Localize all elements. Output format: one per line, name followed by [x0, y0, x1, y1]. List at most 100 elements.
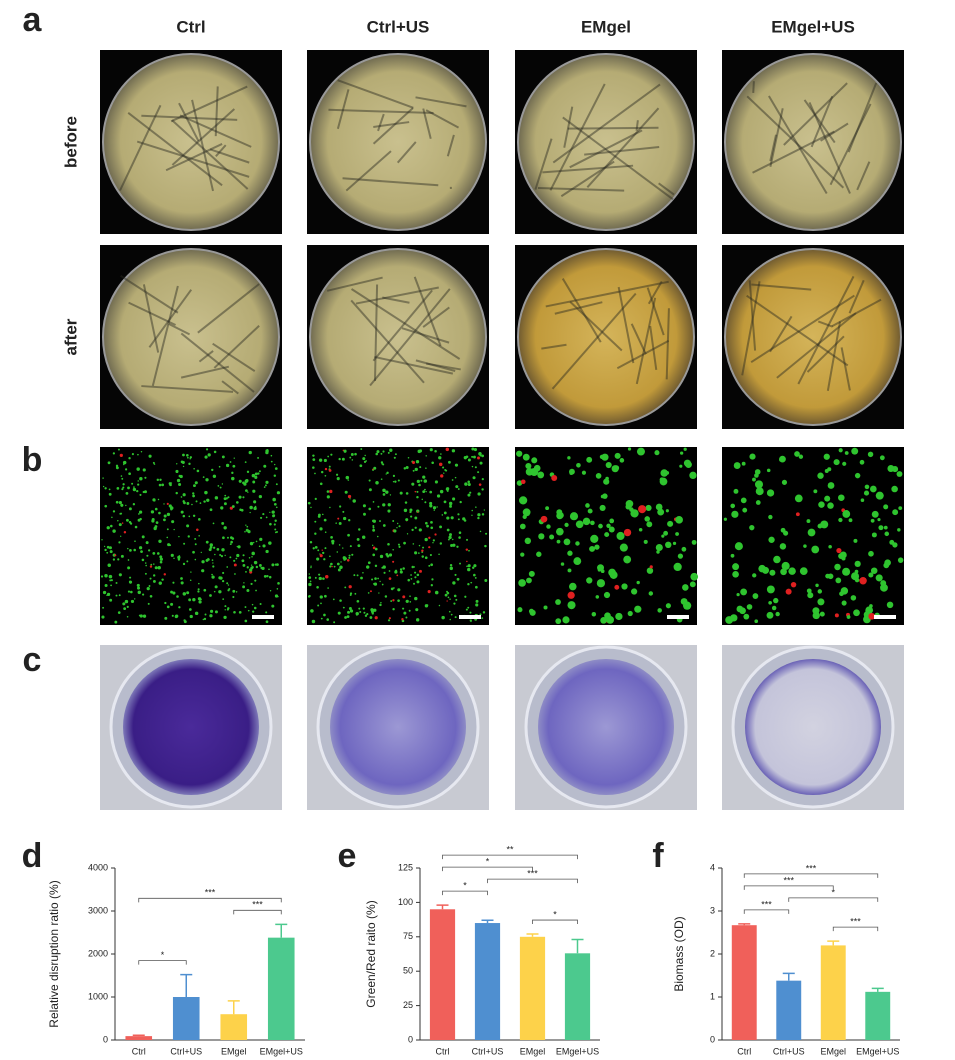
significance-label: * [486, 857, 490, 867]
cell-dot [364, 454, 366, 457]
cell-dot [471, 447, 475, 451]
cell-dot [192, 598, 196, 602]
cell-dot [159, 560, 163, 564]
streak [180, 332, 255, 393]
cell-dot [106, 551, 109, 554]
cell-dot [335, 522, 337, 524]
streak [142, 284, 160, 353]
cell-dot [390, 587, 394, 591]
y-tick-label: 0 [710, 1034, 715, 1044]
cell-dot [265, 549, 269, 554]
error-bar [132, 1034, 145, 1037]
cell-dot [318, 513, 321, 517]
cell-dot [205, 540, 209, 544]
cell-dot [454, 476, 457, 479]
cell-dot [186, 524, 190, 528]
cell-dot [838, 448, 843, 453]
cell-dot [599, 504, 606, 511]
cell-dot [223, 526, 227, 530]
cell-dot [854, 472, 861, 479]
cell-dot [159, 557, 163, 561]
cell-dot [414, 490, 417, 493]
cell-dot [368, 479, 371, 482]
cell-dot [473, 564, 477, 568]
cell-dot [473, 447, 478, 452]
cell-dot [859, 577, 867, 585]
cell-dot [168, 482, 172, 485]
cell-dot [342, 510, 345, 513]
streak [630, 323, 647, 355]
streak [337, 79, 414, 109]
streak [769, 108, 784, 167]
cell-dot [352, 499, 356, 503]
y-tick-label: 125 [398, 862, 413, 872]
cell-dot [157, 552, 160, 555]
cell-dot [411, 528, 414, 532]
cell-dot [236, 553, 240, 558]
cell-dot [251, 603, 254, 606]
cell-dot [382, 503, 386, 507]
cell-dot [152, 552, 156, 555]
cell-dot [100, 575, 104, 578]
cell-dot [648, 591, 654, 596]
cell-dot [473, 573, 476, 577]
cell-dot [349, 498, 351, 500]
significance-bracket [788, 897, 879, 902]
cell-dot [397, 543, 400, 546]
streak [783, 82, 848, 146]
cell-dot [191, 503, 193, 506]
streak [422, 108, 432, 139]
cell-dot [131, 453, 134, 456]
cell-dot [453, 594, 457, 598]
cell-dot [820, 520, 829, 529]
streak [171, 108, 236, 166]
cell-dot [414, 571, 417, 574]
cell-dot [419, 466, 422, 469]
cell-dot [813, 489, 818, 494]
cell-dot [446, 516, 450, 520]
cell-dot [414, 467, 418, 472]
cell-dot [766, 585, 775, 594]
cell-dot [665, 470, 670, 475]
cell-dot [448, 501, 453, 506]
cell-dot [212, 474, 217, 478]
cell-dot [238, 479, 242, 483]
cell-dot [362, 457, 366, 461]
cell-dot [394, 570, 398, 574]
cell-dot [137, 453, 139, 456]
streak [141, 385, 234, 393]
cell-dot [450, 613, 453, 616]
cell-dot [594, 544, 600, 550]
streak [635, 297, 657, 385]
x-tick-label: Ctrl+US [472, 1046, 504, 1056]
cell-dot [233, 610, 236, 614]
cell-dot [785, 588, 792, 595]
cell-dot [262, 513, 265, 516]
cell-dot [812, 611, 820, 620]
cell-dot [472, 566, 475, 569]
cell-dot [310, 506, 312, 509]
cell-dot [273, 502, 277, 506]
cell-dot [370, 608, 374, 612]
cell-dot [134, 540, 136, 542]
cell-dot [446, 590, 448, 593]
cell-dot [367, 561, 371, 565]
cell-dot [312, 466, 315, 469]
cell-dot [414, 526, 417, 529]
cell-dot [204, 455, 208, 459]
cell-dot [556, 512, 564, 520]
cell-dot [138, 546, 143, 550]
streak [831, 298, 882, 328]
cell-dot [427, 590, 431, 594]
streak [584, 146, 660, 156]
cell-dot [109, 550, 113, 554]
cell-dot [213, 590, 216, 593]
cell-dot [178, 555, 181, 557]
cell-dot [569, 582, 577, 591]
cell-dot [657, 508, 665, 516]
cell-dot [481, 513, 485, 516]
cell-dot [337, 517, 340, 520]
cell-dot [359, 610, 362, 613]
cell-dot [159, 478, 162, 481]
cell-dot [106, 545, 110, 549]
